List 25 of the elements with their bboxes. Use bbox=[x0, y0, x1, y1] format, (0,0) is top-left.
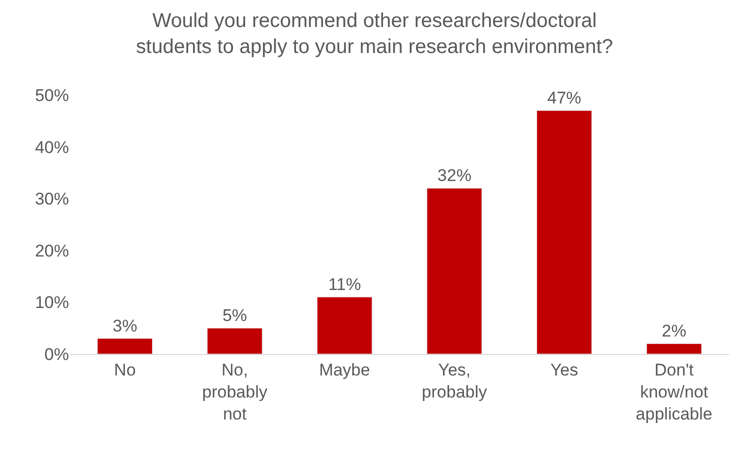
data-label: 3% bbox=[112, 316, 138, 336]
y-tick-label: 30% bbox=[34, 190, 69, 209]
x-tick-label: Maybe bbox=[319, 360, 370, 380]
bar bbox=[97, 338, 153, 354]
y-tick-label: 50% bbox=[34, 86, 69, 105]
data-label: 11% bbox=[328, 275, 361, 294]
y-tick-label: 0% bbox=[44, 344, 69, 364]
y-tick-label: 20% bbox=[34, 241, 69, 260]
x-tick-label: Yes, probably bbox=[422, 360, 488, 402]
bar bbox=[536, 110, 592, 354]
bar bbox=[316, 296, 372, 354]
x-tick-label: No, probably not bbox=[202, 360, 268, 424]
bar bbox=[646, 343, 702, 354]
x-tick-label: No bbox=[114, 360, 136, 380]
bar bbox=[207, 328, 262, 354]
bar bbox=[426, 188, 482, 354]
x-tick-label: Don't know/not applicable bbox=[636, 360, 712, 424]
data-label: 47% bbox=[547, 88, 582, 108]
x-tick-label: Yes bbox=[550, 360, 578, 380]
data-label: 5% bbox=[222, 306, 248, 326]
y-tick-label: 10% bbox=[34, 293, 69, 312]
chart-title: Would you recommend other researchers/doctoral students to apply to your main research environment? bbox=[136, 10, 613, 58]
data-label: 2% bbox=[662, 322, 686, 341]
data-label: 32% bbox=[437, 166, 472, 186]
y-tick-label: 40% bbox=[34, 138, 69, 157]
